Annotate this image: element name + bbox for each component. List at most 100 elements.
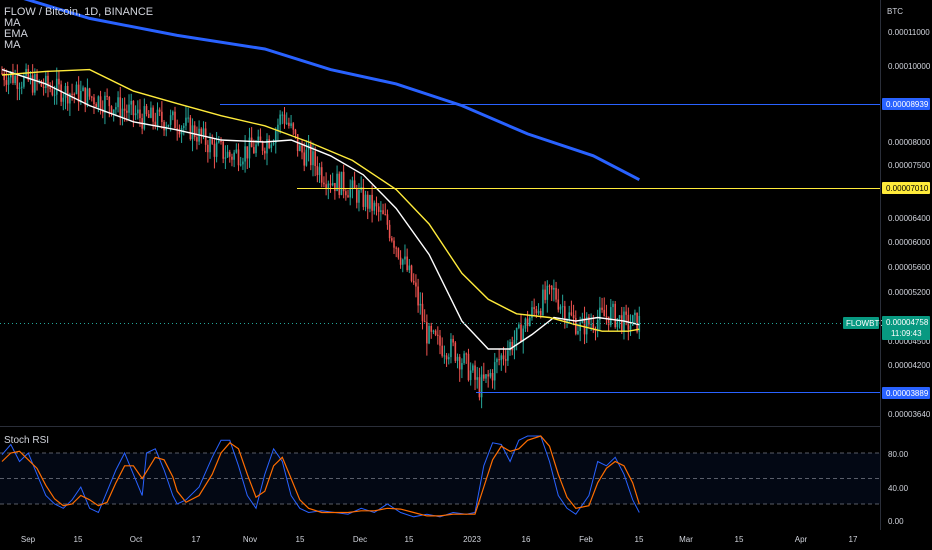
legend-ma-2[interactable]: MA xyxy=(4,39,21,51)
candle-body xyxy=(200,128,203,136)
stoch-rsi-pane[interactable] xyxy=(0,435,880,518)
candle-body xyxy=(228,151,231,157)
candle-body xyxy=(222,141,224,159)
candle-body xyxy=(29,75,32,81)
candle-body xyxy=(290,123,292,126)
candle-body xyxy=(62,97,65,102)
candle-body xyxy=(288,122,290,126)
time-tick-label: 15 xyxy=(735,535,744,544)
candle-body xyxy=(152,107,154,122)
candle-body xyxy=(193,125,196,138)
candle-body xyxy=(515,327,518,340)
candle-body xyxy=(224,157,227,159)
candle-body xyxy=(58,78,60,85)
indicator-legend: FLOW / Bitcoin, 1D, BINANCE MA EMA MA xyxy=(4,7,153,51)
level-label-resistance-blue-box[interactable] xyxy=(882,98,930,110)
rsi-tick-label: 80.00 xyxy=(888,450,909,459)
candle-body xyxy=(629,325,632,330)
candle-body xyxy=(570,312,573,316)
candle-body xyxy=(638,315,641,332)
candle-body xyxy=(437,334,439,336)
candle-body xyxy=(618,315,621,319)
candle-body xyxy=(253,147,255,154)
stoch-rsi-title[interactable]: Stoch RSI xyxy=(4,435,50,446)
candle-body xyxy=(364,194,367,207)
candle-body xyxy=(366,194,369,209)
ma-line-1 xyxy=(1,68,640,350)
level-label-support-blue[interactable]: 0.00003889 xyxy=(886,389,929,398)
candle-body xyxy=(123,108,126,111)
level-label-resistance-yellow-box[interactable] xyxy=(882,182,930,194)
candle-body xyxy=(342,171,345,192)
ticker-badge[interactable] xyxy=(843,317,879,329)
candle-body xyxy=(104,95,106,113)
candle-body xyxy=(20,86,23,88)
candle-body xyxy=(174,111,176,129)
candle-body xyxy=(34,74,36,93)
candle-body xyxy=(577,330,579,334)
candle-body xyxy=(509,341,511,351)
candle-body xyxy=(531,307,533,318)
candle-body xyxy=(426,322,428,344)
symbol-title[interactable]: FLOW / Bitcoin, 1D, BINANCE xyxy=(4,6,154,18)
candle-body xyxy=(55,78,58,95)
horizontal-levels[interactable] xyxy=(0,104,880,393)
candle-body xyxy=(539,310,542,316)
candle-body xyxy=(526,318,529,327)
candle-body xyxy=(546,285,549,300)
candle-body xyxy=(130,100,133,105)
legend-ema[interactable]: EMA xyxy=(4,28,28,40)
candle-body xyxy=(261,141,264,151)
candle-body xyxy=(136,109,139,114)
candle-body xyxy=(498,359,500,361)
last-price-value[interactable]: 0.00004758 xyxy=(886,318,929,327)
candle-body xyxy=(71,93,73,95)
candle-body xyxy=(270,144,273,149)
candle-body xyxy=(465,353,468,355)
price-axis[interactable]: BTC 0.00011000 0.00010000 0.00008000 0.00007… xyxy=(843,7,931,526)
candle-body xyxy=(285,122,288,124)
candle-body xyxy=(145,106,148,114)
candle-body xyxy=(349,187,352,198)
candle-body xyxy=(325,184,327,189)
candle-body xyxy=(441,345,443,356)
candle-body xyxy=(456,356,459,361)
candle-body xyxy=(189,117,192,140)
candle-body xyxy=(213,143,216,157)
candle-body xyxy=(51,89,54,95)
candle-body xyxy=(272,143,275,145)
level-label-resistance-yellow[interactable]: 0.00007010 xyxy=(886,184,929,193)
candle-body xyxy=(634,312,636,316)
candle-body xyxy=(559,306,562,310)
ticker-name[interactable]: FLOWBTC xyxy=(846,319,885,328)
candle-body xyxy=(274,130,277,144)
candle-body xyxy=(264,150,266,154)
candle-body xyxy=(384,214,387,216)
candle-body xyxy=(612,303,614,308)
legend-ma-1[interactable]: MA xyxy=(4,17,21,29)
candle-body xyxy=(207,144,209,153)
candle-body xyxy=(338,173,341,195)
candle-body xyxy=(550,285,553,290)
level-label-support-blue-box[interactable] xyxy=(882,387,930,399)
time-axis[interactable]: Sep 15 Oct 17 Nov 15 Dec 15 2023 16 Feb 15 Mar 15 Apr 1… xyxy=(21,535,858,544)
candle-body xyxy=(393,240,395,248)
level-label-resistance-blue[interactable]: 0.00008939 xyxy=(886,100,929,109)
candle-body xyxy=(553,287,555,290)
candle-body xyxy=(25,68,27,76)
price-tick-label: 0.00006400 xyxy=(888,214,931,223)
candle-body xyxy=(82,87,84,91)
candle-body xyxy=(150,107,152,118)
candle-body xyxy=(489,372,492,377)
time-tick-label: 17 xyxy=(849,535,858,544)
candle-body xyxy=(596,319,599,332)
candle-body xyxy=(47,75,49,88)
last-price-box[interactable] xyxy=(882,316,930,340)
candle-body xyxy=(75,84,78,95)
candle-body xyxy=(154,121,157,126)
candle-body xyxy=(590,324,592,326)
candle-body xyxy=(294,129,297,135)
candle-body xyxy=(277,124,279,131)
candle-body xyxy=(423,321,426,323)
